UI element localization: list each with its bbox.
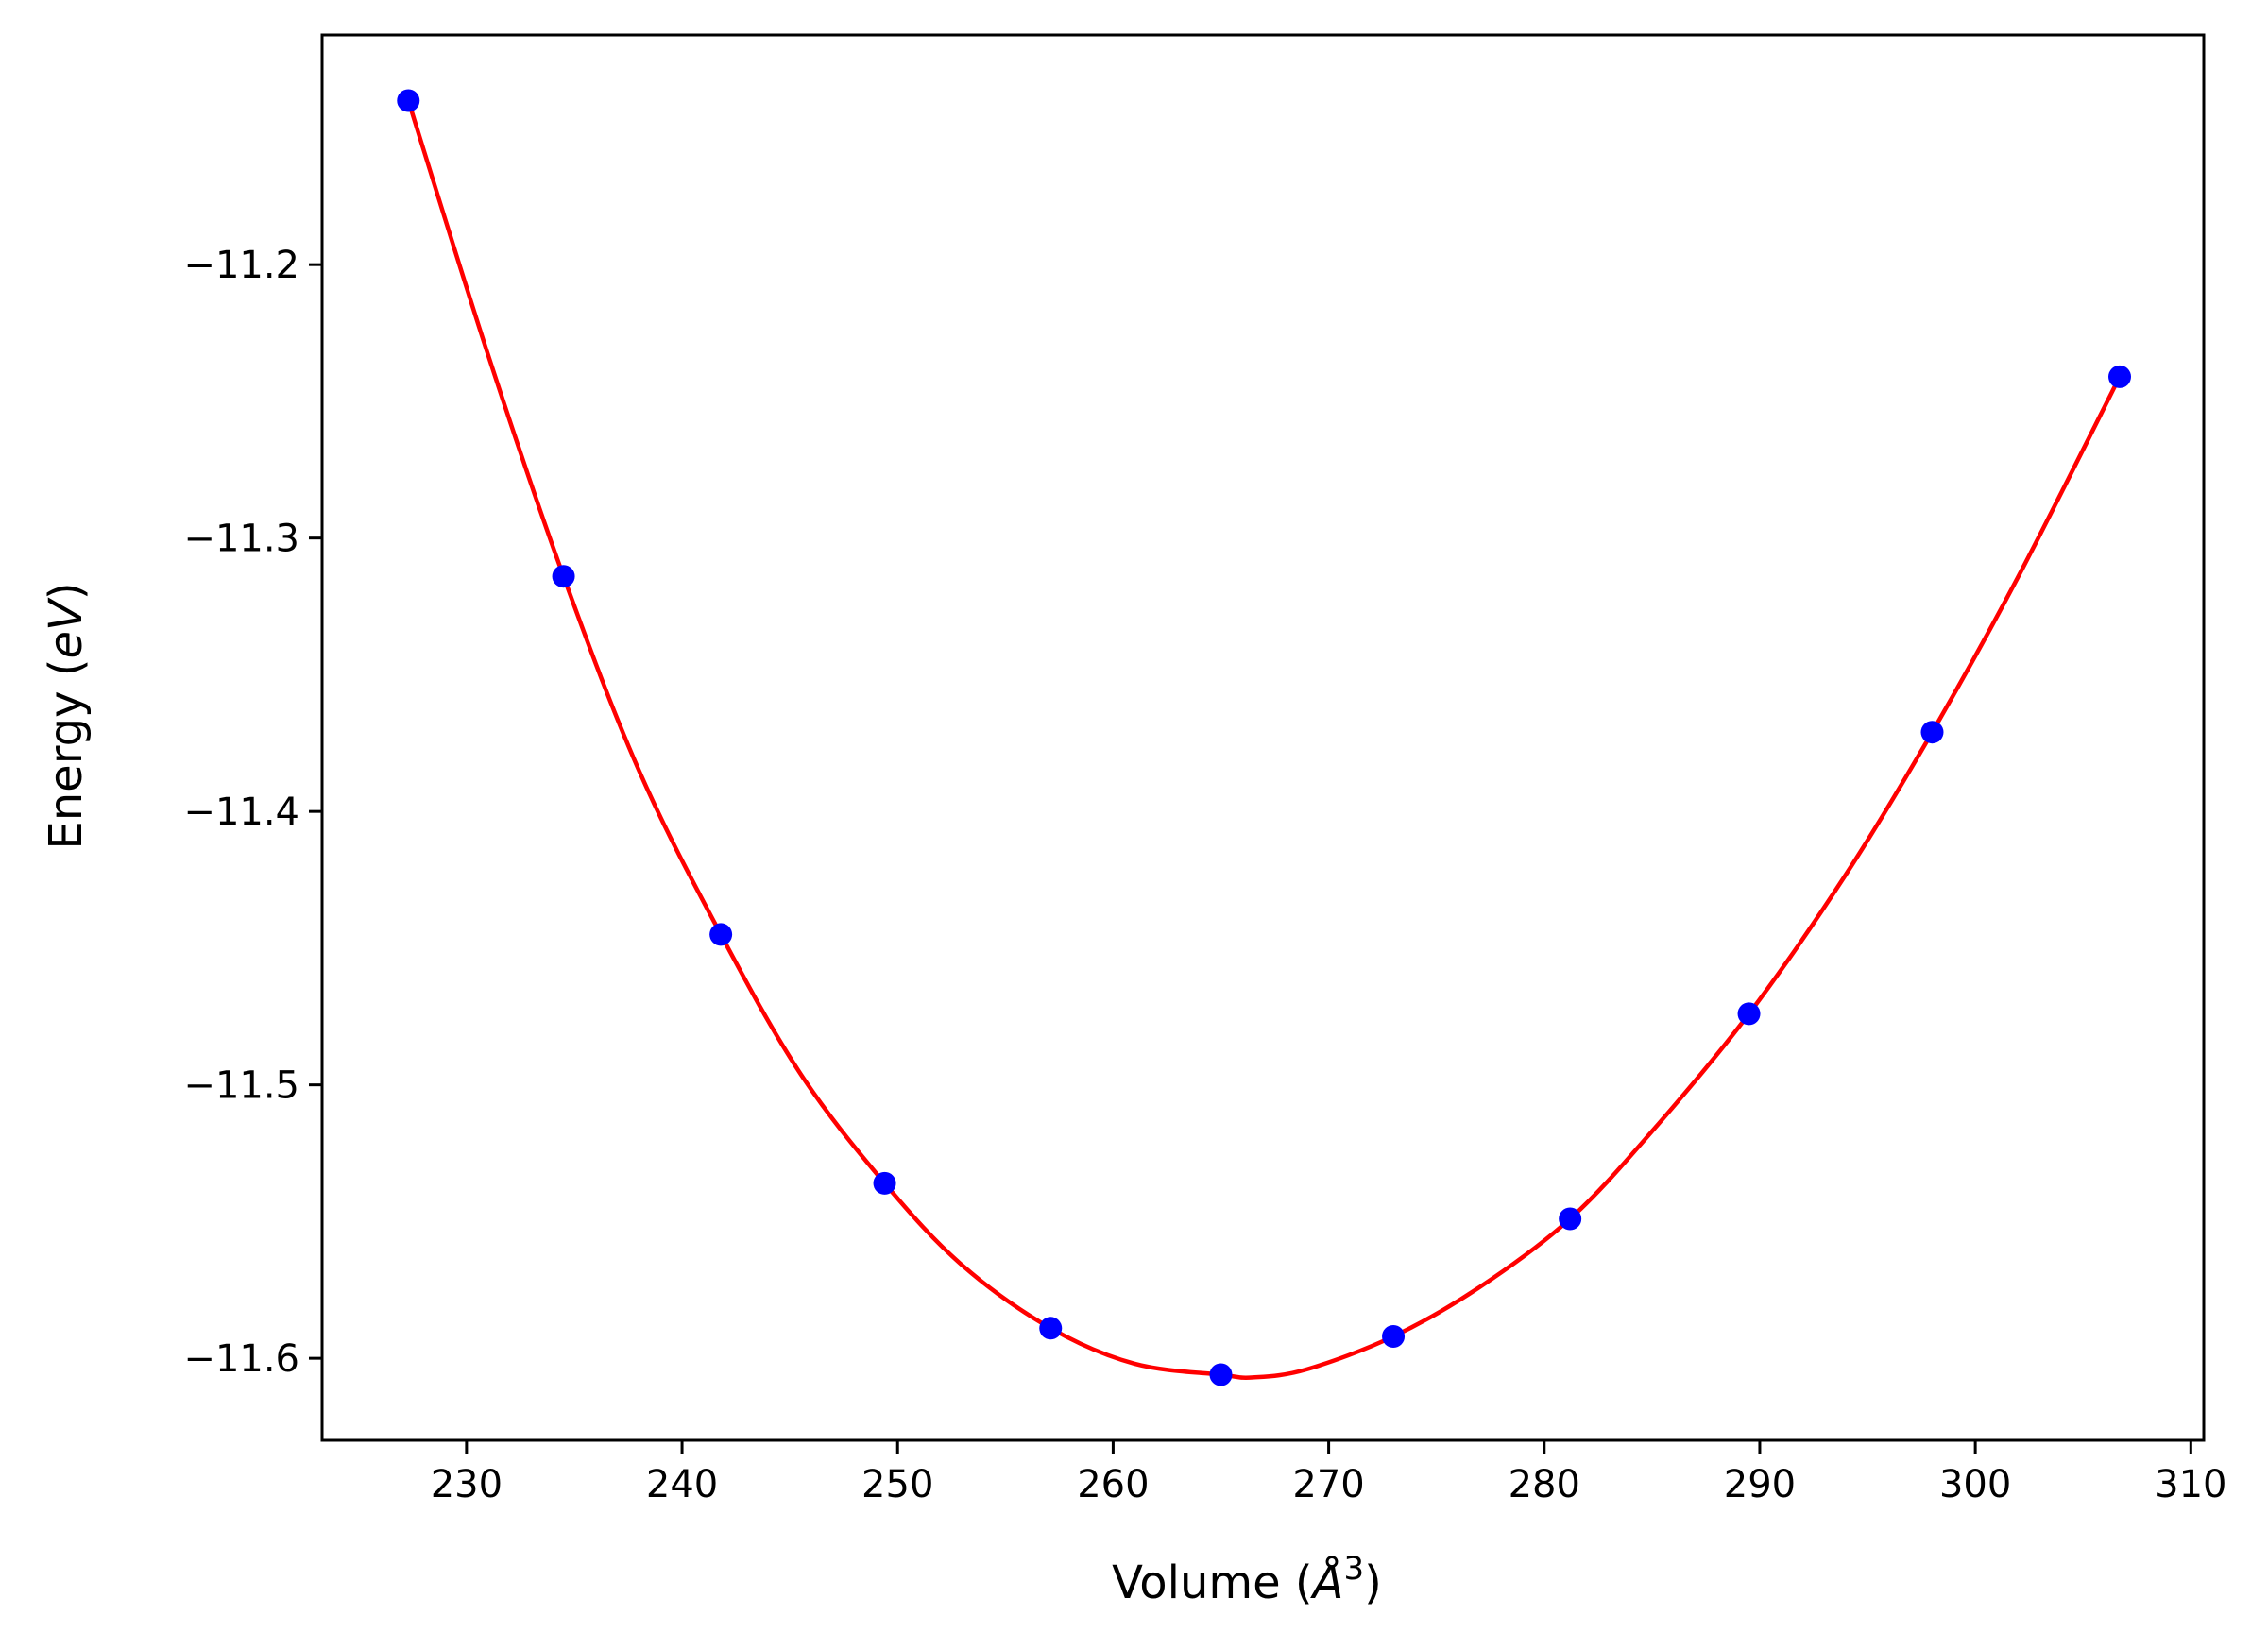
x-tick-label: 280: [1509, 1463, 1580, 1506]
plot-area: [397, 89, 2132, 1386]
data-point: [709, 923, 733, 946]
y-tick-label: −11.2: [183, 244, 299, 287]
x-tick-label: 240: [646, 1463, 718, 1506]
data-point: [2108, 365, 2132, 388]
x-axis-ticks: 230 240 250 260 270 280 290 300 310: [431, 1440, 2226, 1506]
x-axis-title: Volume (Å3): [1112, 1550, 1382, 1609]
y-axis-title: Energy (eV): [40, 582, 93, 849]
axes-frame: [320, 33, 2206, 1442]
data-point: [1737, 1002, 1761, 1026]
data-point: [397, 89, 420, 112]
x-axis-label: Volume: [1112, 1556, 1281, 1609]
x-tick-label: 230: [431, 1463, 503, 1506]
x-axis-open-paren: (: [1281, 1556, 1313, 1609]
y-tick-label: −11.5: [183, 1064, 299, 1108]
x-tick-label: 270: [1292, 1463, 1364, 1506]
y-axis-label: Energy: [40, 691, 93, 850]
data-point: [1039, 1317, 1063, 1340]
data-point: [1559, 1207, 1582, 1231]
data-point: [1209, 1363, 1233, 1386]
data-point: [552, 565, 575, 588]
data-point: [1920, 721, 1944, 744]
data-point: [1382, 1324, 1406, 1348]
y-axis-unit: eV: [40, 597, 93, 659]
y-axis-close-paren: ): [40, 582, 93, 600]
x-tick-label: 260: [1077, 1463, 1149, 1506]
x-tick-label: 250: [861, 1463, 933, 1506]
x-axis-close-paren: ): [1364, 1556, 1382, 1609]
x-tick-label: 290: [1724, 1463, 1796, 1506]
y-tick-label: −11.6: [183, 1337, 299, 1381]
x-axis-unit-exponent: 3: [1343, 1550, 1364, 1588]
data-point: [873, 1171, 896, 1195]
x-tick-label: 310: [2155, 1463, 2226, 1506]
y-tick-label: −11.3: [183, 518, 299, 561]
y-tick-label: −11.4: [183, 791, 299, 834]
y-axis-open-paren: (: [40, 659, 93, 691]
x-tick-label: 300: [1939, 1463, 2011, 1506]
y-axis-ticks: −11.2 −11.3 −11.4 −11.5 −11.6: [183, 244, 322, 1381]
x-axis-unit: Å: [1310, 1556, 1344, 1609]
